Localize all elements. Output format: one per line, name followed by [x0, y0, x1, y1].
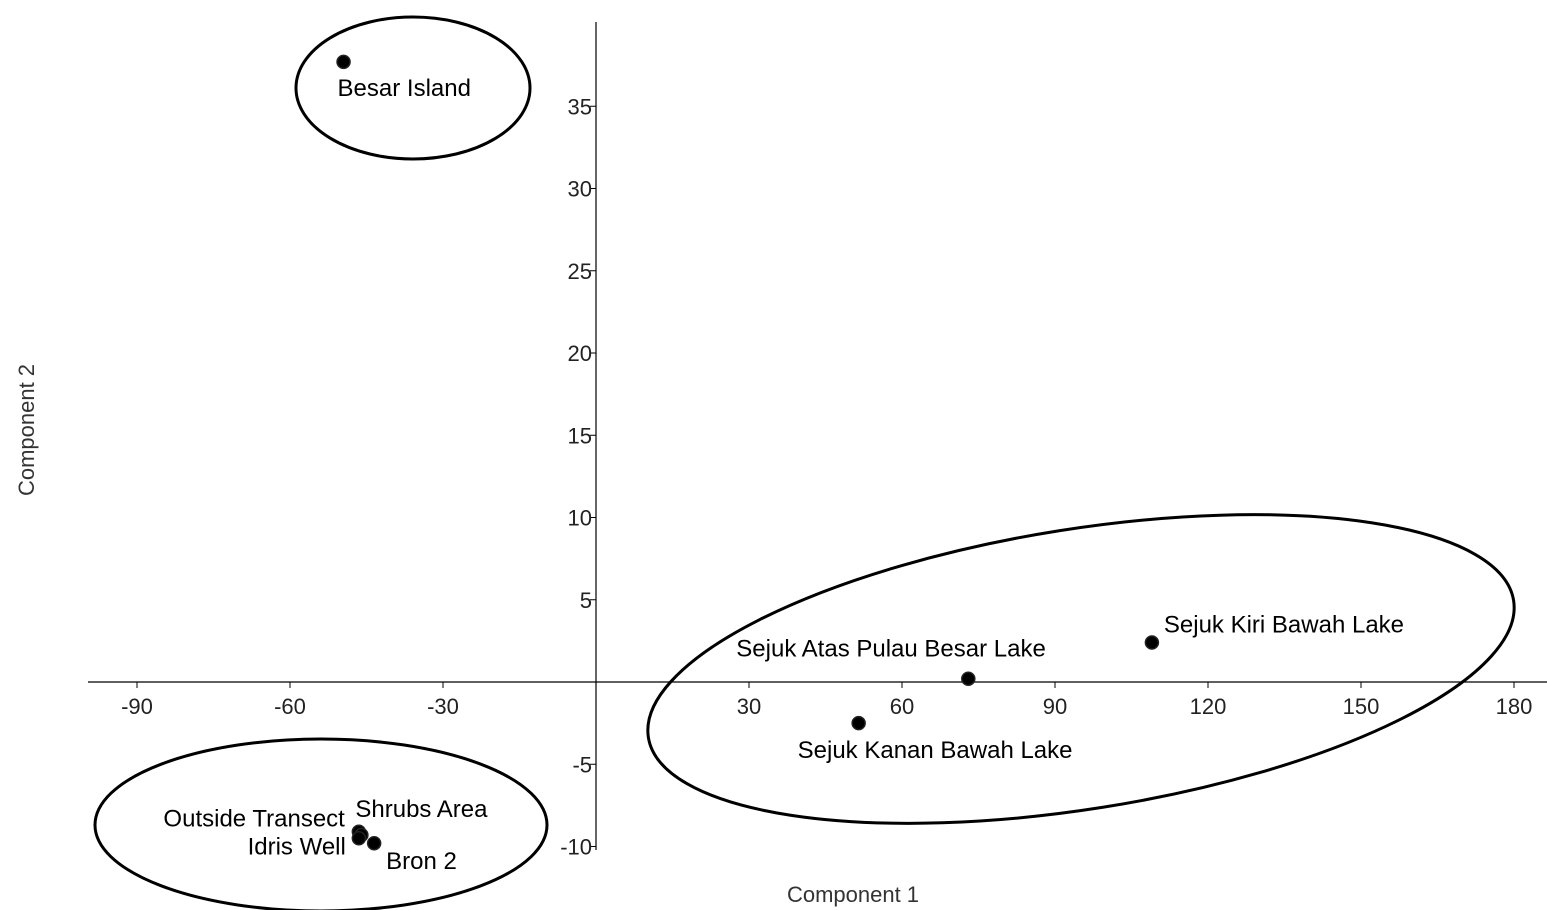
- data-points: Besar Island Sejuk Kiri Bawah Lake Sejuk A…: [163, 54, 1404, 875]
- data-point: [1144, 635, 1160, 650]
- x-tick-label: -60: [274, 694, 306, 719]
- y-tick-label: -5: [572, 752, 592, 777]
- y-tick-label: 15: [568, 423, 592, 448]
- point-label: Bron 2: [386, 848, 457, 875]
- point-label: Idris Well: [248, 833, 346, 860]
- y-tick-label: 35: [568, 94, 592, 119]
- cluster-ellipse-lakes: [646, 513, 1516, 825]
- x-tick-label: 180: [1496, 694, 1533, 719]
- data-point: [366, 835, 382, 851]
- x-tick-label: 150: [1343, 694, 1380, 719]
- point-label: Besar Island: [338, 75, 471, 102]
- cluster-ellipses: [93, 15, 1516, 910]
- point-label: Shrubs Area: [355, 796, 488, 823]
- x-tick-label: -30: [427, 694, 459, 719]
- y-tick-label: -10: [560, 835, 592, 860]
- y-tick-label: 25: [568, 259, 592, 284]
- x-tick-label: 60: [890, 694, 914, 719]
- y-tick-label: 30: [568, 177, 592, 202]
- data-point: [961, 671, 976, 686]
- x-axis-title: Component 1: [787, 882, 919, 907]
- point-label: Sejuk Kiri Bawah Lake: [1164, 612, 1404, 639]
- x-tick-label: -90: [121, 694, 153, 719]
- point-label: Outside Transect: [163, 806, 345, 833]
- y-tick-label: 10: [568, 506, 592, 531]
- x-tick-label: 90: [1043, 694, 1067, 719]
- x-tick-label: 120: [1190, 694, 1227, 719]
- y-tick-label: 20: [568, 341, 592, 366]
- y-axis-title: Component 2: [14, 364, 39, 496]
- axes: -90 -60 -30 30 60 90 120 150 180 -10 -5 5 10 15 20 25 30…: [88, 22, 1547, 860]
- cluster-ellipse-inland: [93, 737, 549, 910]
- point-label: Sejuk Kanan Bawah Lake: [798, 737, 1073, 764]
- x-tick-label: 30: [737, 694, 761, 719]
- data-point: [336, 54, 351, 70]
- cluster-ellipse-besar: [294, 15, 532, 161]
- point-label: Sejuk Atas Pulau Besar Lake: [736, 636, 1046, 663]
- data-point: [351, 831, 367, 846]
- y-tick-label: 5: [580, 588, 592, 613]
- data-point: [851, 715, 866, 731]
